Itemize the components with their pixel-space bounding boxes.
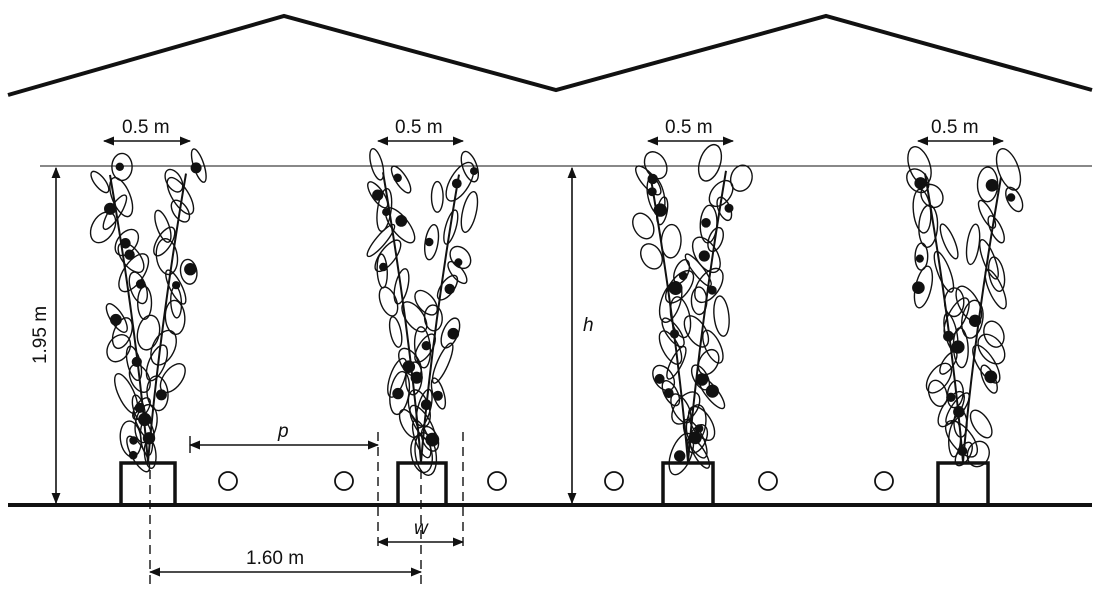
heating-pipe-4 xyxy=(604,471,624,491)
width-label-2: 0.5 m xyxy=(395,117,443,138)
spacing-label: 1.60 m xyxy=(246,548,304,569)
plant-3 xyxy=(632,143,753,476)
width-label-4: 0.5 m xyxy=(931,117,979,138)
width-label-1: 0.5 m xyxy=(122,117,170,138)
plants xyxy=(89,143,1024,476)
plant-4 xyxy=(906,146,1024,468)
heating-pipe-1 xyxy=(218,471,238,491)
plant-1 xyxy=(89,148,207,473)
plant-2 xyxy=(366,147,480,476)
pot-4 xyxy=(936,461,990,507)
pot-1 xyxy=(119,461,177,507)
heating-pipe-6 xyxy=(874,471,894,491)
path-label: p xyxy=(277,421,289,442)
heating-pipe-5 xyxy=(758,471,778,491)
width-label-3: 0.5 m xyxy=(665,117,713,138)
greenhouse-roof xyxy=(7,13,1093,97)
heating-pipe-2 xyxy=(334,471,354,491)
height-label-left: 1.95 m xyxy=(30,306,51,364)
height-label-mid: h xyxy=(583,315,594,336)
pot-3 xyxy=(661,461,715,507)
heating-pipe-3 xyxy=(487,471,507,491)
pot-width-label: w xyxy=(414,518,429,539)
pot-2 xyxy=(396,461,448,507)
